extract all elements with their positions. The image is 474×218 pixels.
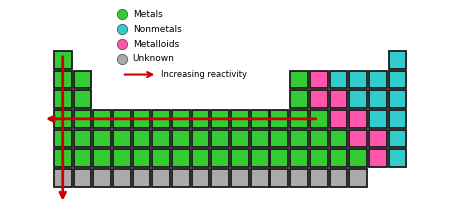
Bar bbox=[290, 71, 308, 88]
Bar bbox=[54, 51, 72, 69]
Bar bbox=[231, 130, 249, 147]
Bar bbox=[389, 110, 406, 128]
Point bbox=[118, 27, 126, 31]
Bar bbox=[389, 51, 406, 69]
Bar bbox=[93, 169, 111, 187]
Bar bbox=[329, 71, 347, 88]
Bar bbox=[133, 149, 150, 167]
Bar bbox=[211, 130, 229, 147]
Point bbox=[118, 57, 126, 61]
Bar bbox=[191, 110, 210, 128]
Bar bbox=[329, 110, 347, 128]
Bar bbox=[271, 130, 288, 147]
Bar bbox=[369, 149, 387, 167]
Bar bbox=[172, 149, 190, 167]
Bar bbox=[290, 169, 308, 187]
Bar bbox=[113, 169, 131, 187]
Bar bbox=[329, 130, 347, 147]
Bar bbox=[133, 110, 150, 128]
Bar bbox=[251, 169, 268, 187]
Point bbox=[118, 13, 126, 16]
Bar bbox=[133, 169, 150, 187]
Bar bbox=[54, 110, 72, 128]
Bar bbox=[54, 149, 72, 167]
Bar bbox=[329, 149, 347, 167]
Bar bbox=[310, 71, 328, 88]
Bar bbox=[54, 130, 72, 147]
Bar bbox=[349, 71, 367, 88]
Bar bbox=[310, 149, 328, 167]
Bar bbox=[349, 90, 367, 108]
Bar bbox=[73, 169, 91, 187]
Bar bbox=[251, 130, 268, 147]
Bar bbox=[329, 90, 347, 108]
Bar bbox=[310, 169, 328, 187]
Bar bbox=[113, 130, 131, 147]
Bar bbox=[152, 169, 170, 187]
Bar bbox=[290, 149, 308, 167]
Bar bbox=[389, 130, 406, 147]
Bar bbox=[369, 90, 387, 108]
Bar bbox=[73, 71, 91, 88]
Bar bbox=[349, 149, 367, 167]
Bar bbox=[191, 169, 210, 187]
Bar bbox=[73, 90, 91, 108]
Bar bbox=[271, 110, 288, 128]
Text: Metalloids: Metalloids bbox=[133, 39, 179, 49]
Bar bbox=[211, 149, 229, 167]
Bar bbox=[113, 110, 131, 128]
Bar bbox=[271, 149, 288, 167]
Text: Increasing reactivity: Increasing reactivity bbox=[161, 70, 247, 79]
Bar bbox=[310, 90, 328, 108]
Bar bbox=[271, 169, 288, 187]
Bar bbox=[73, 149, 91, 167]
Bar bbox=[251, 110, 268, 128]
Bar bbox=[73, 130, 91, 147]
Bar bbox=[349, 130, 367, 147]
Bar bbox=[290, 130, 308, 147]
Bar bbox=[152, 110, 170, 128]
Bar bbox=[389, 71, 406, 88]
Bar bbox=[93, 130, 111, 147]
Bar bbox=[191, 130, 210, 147]
Bar bbox=[172, 169, 190, 187]
Bar bbox=[172, 130, 190, 147]
Bar bbox=[191, 149, 210, 167]
Bar bbox=[152, 130, 170, 147]
Bar bbox=[54, 169, 72, 187]
Bar bbox=[329, 169, 347, 187]
Bar bbox=[369, 110, 387, 128]
Bar bbox=[231, 169, 249, 187]
Text: Metals: Metals bbox=[133, 10, 163, 19]
Bar bbox=[73, 110, 91, 128]
Text: Unknown: Unknown bbox=[133, 54, 174, 63]
Text: Nonmetals: Nonmetals bbox=[133, 25, 182, 34]
Bar bbox=[369, 130, 387, 147]
Bar bbox=[369, 71, 387, 88]
Bar bbox=[172, 110, 190, 128]
Bar bbox=[349, 169, 367, 187]
Bar bbox=[93, 149, 111, 167]
Bar bbox=[54, 71, 72, 88]
Bar bbox=[231, 149, 249, 167]
Bar bbox=[389, 90, 406, 108]
Bar bbox=[211, 110, 229, 128]
Bar bbox=[349, 110, 367, 128]
Bar bbox=[251, 149, 268, 167]
Point bbox=[118, 42, 126, 46]
Bar bbox=[290, 90, 308, 108]
Bar bbox=[231, 110, 249, 128]
Bar bbox=[290, 110, 308, 128]
Bar bbox=[93, 110, 111, 128]
Bar bbox=[152, 149, 170, 167]
Bar bbox=[310, 110, 328, 128]
Bar bbox=[211, 169, 229, 187]
Bar bbox=[133, 130, 150, 147]
Bar bbox=[310, 130, 328, 147]
Bar bbox=[389, 149, 406, 167]
Bar bbox=[113, 149, 131, 167]
Bar bbox=[54, 90, 72, 108]
